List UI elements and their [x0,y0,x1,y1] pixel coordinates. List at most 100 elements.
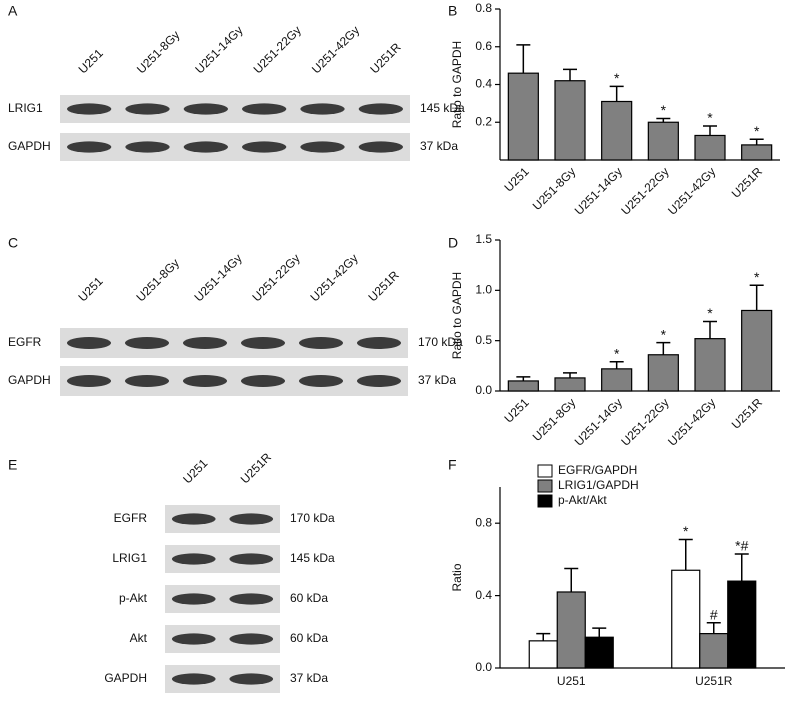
panel-label: C [8,235,18,251]
lane-label: U251R [365,268,402,305]
y-tick-label: 0.8 [475,515,492,529]
panel-label: A [8,3,18,19]
row-label: LRIG1 [112,551,147,565]
bar [727,580,757,669]
blot-band [229,633,274,645]
y-tick-label: 0.5 [475,333,492,347]
lane-label: U251 [75,274,105,304]
x-tick-label: U251R [729,395,766,432]
lane-label: U251 [76,46,106,76]
error-bar [749,138,764,145]
bar [741,144,773,161]
blot-strip [60,366,408,396]
y-axis-label: Ratio to GAPDH [450,41,464,128]
error-bar [678,538,693,571]
blot-band [125,141,170,153]
lane-label: U251-22Gy [249,251,302,304]
lane-label: U251-22Gy [251,23,304,76]
y-tick-label: 0.8 [475,1,492,15]
x-tick-label: U251-14Gy [572,164,625,217]
lane-label: U251-8Gy [133,256,182,305]
bar [528,640,558,669]
x-tick-label: U251-14Gy [572,395,625,448]
bar [601,368,633,392]
blot-band [298,337,344,349]
size-label: 60 kDa [290,591,328,605]
y-tick-label: 1.0 [475,283,492,297]
row-label: LRIG1 [8,101,43,115]
x-tick-label: U251-22Gy [618,164,671,217]
error-bar [749,284,764,311]
y-tick-label: 0.4 [475,77,492,91]
bar [694,134,726,161]
y-tick-label: 0.6 [475,39,492,53]
lane-label: U251-14Gy [192,23,245,76]
size-label: 145 kDa [290,551,335,565]
bar [507,380,539,392]
blot-band [124,337,170,349]
blot-band [124,375,170,387]
x-tick-label: U251R [695,674,733,688]
size-label: 60 kDa [290,631,328,645]
x-tick-label: U251-8Gy [530,164,579,213]
significance-mark: * [754,123,760,139]
blot-band [171,633,216,645]
x-tick-label: U251-42Gy [665,164,718,217]
x-tick-label: U251 [502,395,532,425]
blot-band [67,103,112,115]
size-label: 37 kDa [290,671,328,685]
significance-mark: * [754,269,760,285]
blot-band [171,673,216,685]
blot-band [298,375,344,387]
row-label: EGFR [8,335,42,349]
legend-label: LRIG1/GAPDH [558,478,639,492]
blot-band [67,141,112,153]
x-tick-label: U251-42Gy [665,395,718,448]
legend-label: EGFR/GAPDH [558,463,637,477]
error-bar [656,117,671,123]
significance-mark: *# [735,538,748,554]
legend-label: p-Akt/Akt [558,493,607,507]
blot-band [300,141,345,153]
blot-band [358,103,404,115]
error-bar [706,622,721,634]
blot-band [183,103,228,115]
x-tick-label: U251 [557,674,586,688]
bar [741,309,773,392]
error-bar [516,376,531,381]
x-tick-label: U251 [502,164,532,194]
error-bar [563,68,577,81]
significance-mark: * [614,70,620,86]
blot-band [229,673,274,685]
bar [556,591,586,669]
error-bar [703,125,717,136]
row-label: p-Akt [119,591,148,605]
blot-band [240,375,286,387]
bar [647,121,679,161]
legend-swatch [537,494,553,508]
bar [584,636,614,669]
significance-mark: * [683,523,689,539]
size-label: 145 kDa [420,101,465,115]
blot-band [66,375,112,387]
blot-strip [60,95,410,123]
error-bar [563,372,577,378]
error-bar [536,632,551,641]
blot-strip [60,133,410,161]
blot-band [300,103,345,115]
blot-band [171,593,216,605]
row-label: EGFR [114,511,148,525]
blot-band [171,513,216,525]
row-label: GAPDH [8,139,51,153]
blot-band [356,375,402,387]
blot-band [183,141,228,153]
blot-band [182,375,228,387]
lane-label: U251R [367,40,404,77]
blot-band [356,337,402,349]
error-bar [703,320,717,339]
size-label: 170 kDa [290,511,335,525]
lane-label: U251R [238,450,275,487]
error-bar [516,44,531,74]
error-bar [734,553,749,582]
